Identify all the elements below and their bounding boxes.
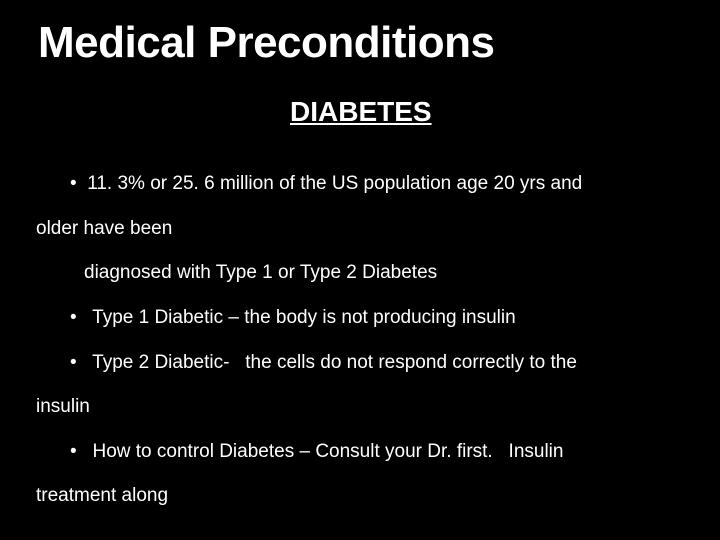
slide: Medical Preconditions DIABETES • 11. 3% …: [0, 0, 720, 540]
slide-subtitle: DIABETES: [290, 96, 684, 128]
body-line: treatment along: [36, 474, 674, 519]
body-line: older have been: [36, 207, 674, 252]
slide-title: Medical Preconditions: [38, 18, 684, 68]
slide-body: • 11. 3% or 25. 6 million of the US popu…: [36, 162, 684, 519]
body-line: • How to control Diabetes – Consult your…: [70, 430, 674, 475]
body-line: insulin: [36, 385, 674, 430]
body-line: • Type 2 Diabetic- the cells do not resp…: [70, 341, 674, 386]
body-line: diagnosed with Type 1 or Type 2 Diabetes: [84, 251, 674, 296]
body-line: • 11. 3% or 25. 6 million of the US popu…: [70, 162, 674, 207]
body-line: • Type 1 Diabetic – the body is not prod…: [70, 296, 674, 341]
